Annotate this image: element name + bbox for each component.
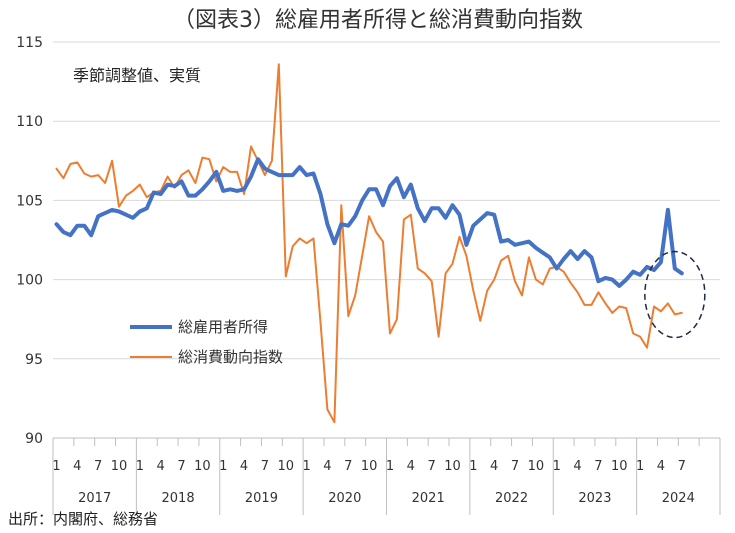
x-tick-label: 7 [678, 459, 686, 474]
y-axis-ticks: 90 95 100 105 110 115 [16, 35, 43, 447]
series-line-income [54, 157, 684, 288]
x-year-label: 2024 [662, 491, 695, 506]
y-tick-label: 105 [16, 193, 43, 209]
x-tick-label: 10 [528, 459, 545, 474]
x-tick-label: 7 [594, 459, 602, 474]
chart-note: 季節調整値、実質 [73, 66, 201, 85]
chart-title: （図表3）総雇用者所得と総消費動向指数 [173, 8, 583, 33]
x-tick-label: 4 [73, 459, 81, 474]
x-tick-label: 7 [177, 459, 185, 474]
x-tick-label: 10 [194, 459, 211, 474]
x-tick-label: 4 [657, 459, 665, 474]
x-tick-label: 4 [323, 459, 331, 474]
x-year-label: 2019 [245, 491, 278, 506]
x-tick-label: 10 [611, 459, 628, 474]
x-tick-label: 7 [94, 459, 102, 474]
x-tick-label: 7 [261, 459, 269, 474]
x-tick-label: 10 [111, 459, 128, 474]
gridlines [53, 41, 720, 439]
x-tick-label: 7 [428, 459, 436, 474]
y-tick-label: 90 [25, 431, 43, 447]
legend-label-income: 総雇用者所得 [178, 318, 268, 336]
x-tick-label: 1 [219, 459, 227, 474]
x-tick-label: 1 [386, 459, 394, 474]
x-tick-label: 4 [157, 459, 165, 474]
x-tick-label: 1 [553, 459, 561, 474]
series-lines [54, 63, 684, 424]
x-tick-label: 10 [444, 459, 461, 474]
x-tick-label: 7 [344, 459, 352, 474]
x-tick-label: 1 [136, 459, 144, 474]
x-year-label: 2018 [162, 491, 195, 506]
y-tick-label: 95 [25, 352, 43, 368]
x-tick-label: 1 [636, 459, 644, 474]
source-note: 出所：内閣府、総務省 [8, 510, 158, 528]
y-tick-label: 100 [16, 273, 43, 289]
x-year-label: 2022 [495, 491, 528, 506]
x-year-label: 2021 [412, 491, 445, 506]
x-tick-label: 1 [302, 459, 310, 474]
x-year-label: 2020 [328, 491, 361, 506]
x-tick-label: 10 [361, 459, 378, 474]
x-year-label: 2017 [78, 491, 111, 506]
x-tick-label: 1 [469, 459, 477, 474]
series-line-consumption [55, 63, 683, 424]
y-tick-label: 115 [16, 35, 43, 51]
x-tick-label: 4 [240, 459, 248, 474]
legend: 総雇用者所得 総消費動向指数 [130, 318, 283, 366]
x-year-label: 2023 [578, 491, 611, 506]
x-tick-label: 4 [573, 459, 581, 474]
legend-label-consumption: 総消費動向指数 [178, 348, 283, 366]
x-tick-label: 7 [511, 459, 519, 474]
x-tick-label: 1 [52, 459, 60, 474]
x-tick-label: 4 [490, 459, 498, 474]
x-tick-label: 10 [277, 459, 294, 474]
x-tick-label: 4 [407, 459, 415, 474]
highlight-circle [644, 250, 706, 339]
y-tick-label: 110 [16, 114, 43, 130]
